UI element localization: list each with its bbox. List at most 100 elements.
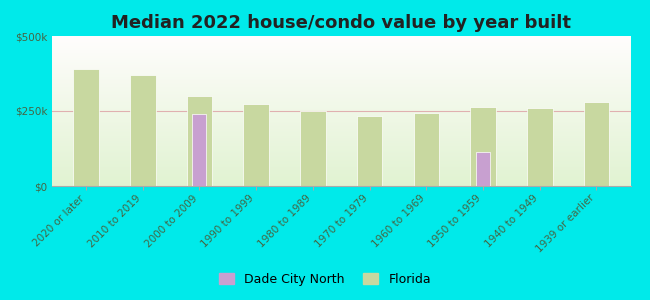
Bar bbox=[584, 102, 609, 186]
Bar bbox=[52, 172, 630, 173]
Bar bbox=[52, 169, 630, 170]
Bar bbox=[52, 180, 630, 181]
Bar bbox=[52, 87, 630, 88]
Bar bbox=[52, 165, 630, 166]
Bar bbox=[52, 103, 630, 104]
Bar bbox=[52, 118, 630, 119]
Bar bbox=[52, 170, 630, 171]
Bar bbox=[52, 181, 630, 182]
Bar bbox=[52, 123, 630, 124]
Bar bbox=[52, 47, 630, 48]
Bar bbox=[52, 132, 630, 133]
Bar bbox=[52, 59, 630, 60]
Bar bbox=[243, 103, 269, 186]
Bar bbox=[52, 124, 630, 125]
Bar bbox=[52, 57, 630, 58]
Bar bbox=[52, 89, 630, 90]
Bar bbox=[52, 106, 630, 107]
Bar bbox=[52, 152, 630, 153]
Bar bbox=[52, 153, 630, 154]
Bar bbox=[52, 85, 630, 86]
Bar bbox=[52, 90, 630, 91]
Bar bbox=[52, 98, 630, 99]
Bar bbox=[52, 108, 630, 109]
Bar bbox=[52, 55, 630, 56]
Bar bbox=[52, 134, 630, 135]
Bar bbox=[52, 100, 630, 101]
Bar bbox=[52, 112, 630, 113]
Bar bbox=[52, 173, 630, 174]
Bar bbox=[52, 40, 630, 41]
Bar bbox=[52, 88, 630, 89]
Bar bbox=[471, 106, 496, 186]
Bar bbox=[52, 136, 630, 137]
Bar bbox=[52, 37, 630, 38]
Bar bbox=[52, 150, 630, 151]
Bar bbox=[52, 140, 630, 141]
Bar bbox=[300, 111, 326, 186]
Bar bbox=[52, 175, 630, 176]
Bar bbox=[52, 46, 630, 47]
Bar bbox=[52, 179, 630, 180]
Bar bbox=[52, 163, 630, 164]
Bar bbox=[52, 119, 630, 120]
Bar bbox=[52, 161, 630, 162]
Bar bbox=[52, 50, 630, 51]
Bar bbox=[476, 152, 490, 186]
Bar bbox=[52, 60, 630, 61]
Bar bbox=[187, 96, 212, 186]
Bar bbox=[52, 45, 630, 46]
Bar bbox=[192, 114, 207, 186]
Bar bbox=[52, 117, 630, 118]
Bar bbox=[52, 137, 630, 138]
Bar bbox=[52, 131, 630, 132]
Bar bbox=[357, 116, 382, 186]
Bar bbox=[52, 156, 630, 157]
Bar bbox=[52, 82, 630, 83]
Bar bbox=[52, 66, 630, 67]
Bar bbox=[52, 145, 630, 146]
Bar bbox=[52, 171, 630, 172]
Bar bbox=[52, 120, 630, 121]
Bar bbox=[52, 122, 630, 123]
Bar bbox=[52, 77, 630, 78]
Bar bbox=[52, 52, 630, 53]
Bar bbox=[52, 114, 630, 115]
Bar bbox=[52, 154, 630, 155]
Bar bbox=[52, 73, 630, 74]
Bar bbox=[52, 169, 630, 170]
Bar bbox=[52, 79, 630, 80]
Bar bbox=[52, 141, 630, 142]
Bar bbox=[52, 51, 630, 52]
Bar bbox=[52, 158, 630, 159]
Bar bbox=[52, 174, 630, 175]
Bar bbox=[52, 83, 630, 84]
Bar bbox=[52, 160, 630, 161]
Bar bbox=[52, 42, 630, 43]
Bar bbox=[52, 67, 630, 68]
Bar bbox=[52, 72, 630, 73]
Bar bbox=[52, 38, 630, 39]
Bar bbox=[52, 75, 630, 76]
Bar bbox=[52, 176, 630, 177]
Bar bbox=[52, 48, 630, 49]
Bar bbox=[52, 168, 630, 169]
Bar bbox=[52, 146, 630, 147]
Bar bbox=[52, 58, 630, 59]
Bar bbox=[52, 84, 630, 85]
Bar bbox=[52, 185, 630, 186]
Bar bbox=[52, 96, 630, 97]
Bar bbox=[52, 128, 630, 129]
Bar bbox=[413, 112, 439, 186]
Bar bbox=[52, 100, 630, 101]
Bar bbox=[52, 71, 630, 72]
Bar bbox=[52, 74, 630, 75]
Bar bbox=[52, 97, 630, 98]
Bar bbox=[52, 159, 630, 160]
Bar bbox=[52, 44, 630, 45]
Bar bbox=[52, 76, 630, 77]
Bar bbox=[52, 121, 630, 122]
Bar bbox=[52, 138, 630, 139]
Bar bbox=[52, 167, 630, 168]
Bar bbox=[527, 108, 552, 186]
